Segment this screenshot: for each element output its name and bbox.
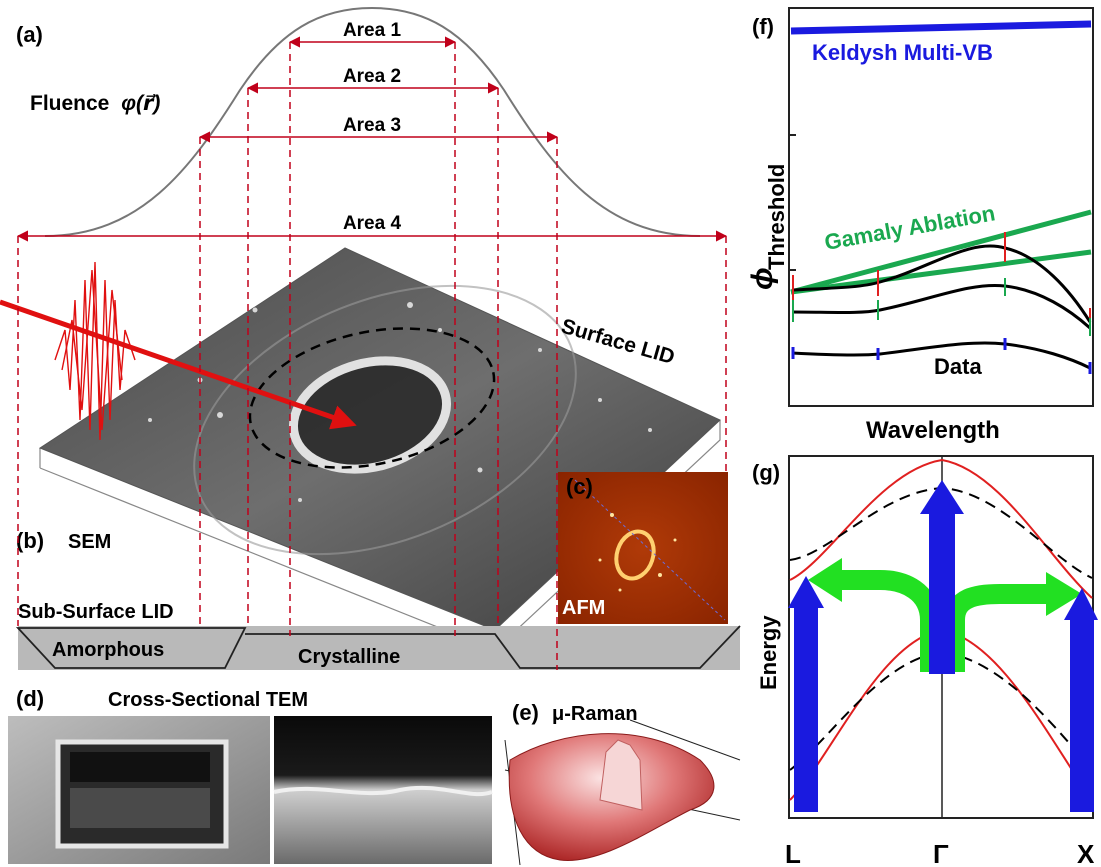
afm-crater-ring [614, 529, 656, 581]
crater-rim [288, 356, 452, 474]
panel-d: (d) Cross-Sectional TEM [8, 686, 493, 864]
raman-peak [599, 739, 643, 811]
area-4-label: Area 4 [343, 213, 402, 234]
afm-scan-line [574, 479, 726, 621]
gamaly-line-1 [790, 209, 1092, 295]
panel-b-letter: (b) [16, 528, 44, 553]
laser-pulse-icon [54, 261, 136, 441]
tick-l: L [785, 839, 801, 867]
tick-gamma: Γ [933, 839, 949, 867]
blue-arrow-right [1070, 616, 1094, 812]
svg-text:Fluence φ(r⃗): Fluence φ(r⃗) [30, 92, 160, 115]
panel-f-chart: (f) Keldysh Multi-VB Gamaly Ablation Dat… [746, 7, 1094, 444]
afm-image [558, 472, 728, 624]
panel-e: (e) μ-Raman [504, 700, 741, 866]
panel-b: Surface LID (b) SEM Sub-Surface LID [0, 247, 721, 651]
plot-g-ylabel: Energy [756, 615, 781, 690]
crystalline-label: Crystalline [298, 646, 400, 668]
plot-f-xlabel: Wavelength [866, 417, 1000, 444]
amorphous-label: Amorphous [52, 639, 164, 661]
green-arrow-left [836, 570, 940, 672]
area-3-label: Area 3 [343, 115, 401, 136]
blue-arrow-gamma [929, 510, 955, 674]
panel-g-letter: (g) [752, 460, 780, 485]
keldysh-line [790, 20, 1092, 35]
afm-label: AFM [562, 597, 605, 619]
plot-f-frame [788, 7, 1094, 407]
panel-g-diagram: (g) Energy L Γ X [752, 455, 1098, 867]
gamaly-label: Gamaly Ablation [823, 200, 997, 255]
crater-dashed-outline [248, 327, 496, 469]
gamaly-line-2 [790, 249, 1092, 295]
laser-beam-arrow [0, 299, 357, 430]
subsurface-layer: Amorphous Crystalline [15, 625, 741, 670]
panel-e-letter: (e) [512, 700, 539, 725]
blue-arrow-left [794, 604, 818, 812]
error-bars-green [792, 278, 1091, 336]
plot-f-ylabel-sub: Threshold [764, 164, 789, 270]
afm-particles [598, 513, 677, 592]
gaussian-curve [44, 6, 701, 237]
panel-f-letter: (f) [752, 14, 774, 39]
plot-f-ylabel-symbol: ϕ [746, 267, 779, 290]
crystalline-boundary [245, 625, 741, 669]
fluence-label: Fluence [30, 92, 109, 115]
green-arrow-right [945, 584, 1050, 672]
error-bars-red [792, 232, 1091, 334]
plot-f-ylabel: ϕ Threshold [746, 164, 789, 290]
area-2-label: Area 2 [343, 66, 401, 87]
tem-label: Cross-Sectional TEM [108, 689, 308, 711]
outer-ring [193, 284, 577, 556]
sem-label: SEM [68, 531, 111, 553]
area-1-label: Area 1 [343, 20, 402, 41]
data-curve-bottom [791, 341, 1091, 370]
error-bars-blue [791, 338, 1092, 374]
surface-particles [148, 302, 652, 502]
band-red-upper [789, 458, 1093, 599]
panel-a-letter: (a) [16, 22, 43, 47]
panel-a: (a) Fluence φ(r⃗) Area 1 Area 2 Area 3 A… [16, 6, 728, 242]
data-curve-top [791, 244, 1092, 323]
panel-d-letter: (d) [16, 686, 44, 711]
raman-label: μ-Raman [552, 703, 638, 725]
keldysh-label: Keldysh Multi-VB [812, 40, 993, 65]
tick-x: X [1077, 839, 1095, 867]
panel-c-letter: (c) [566, 474, 593, 499]
panel-c-afm: (c) AFM [558, 472, 728, 624]
fluence-symbol: φ(r⃗) [121, 92, 160, 115]
data-curve-mid [791, 283, 1092, 330]
area-guide-lines [17, 42, 727, 670]
amorphous-region [15, 627, 247, 669]
subsurface-lid-label: Sub-Surface LID [18, 601, 174, 623]
data-label: Data [934, 354, 982, 379]
band-dashed-lower [789, 650, 1093, 771]
